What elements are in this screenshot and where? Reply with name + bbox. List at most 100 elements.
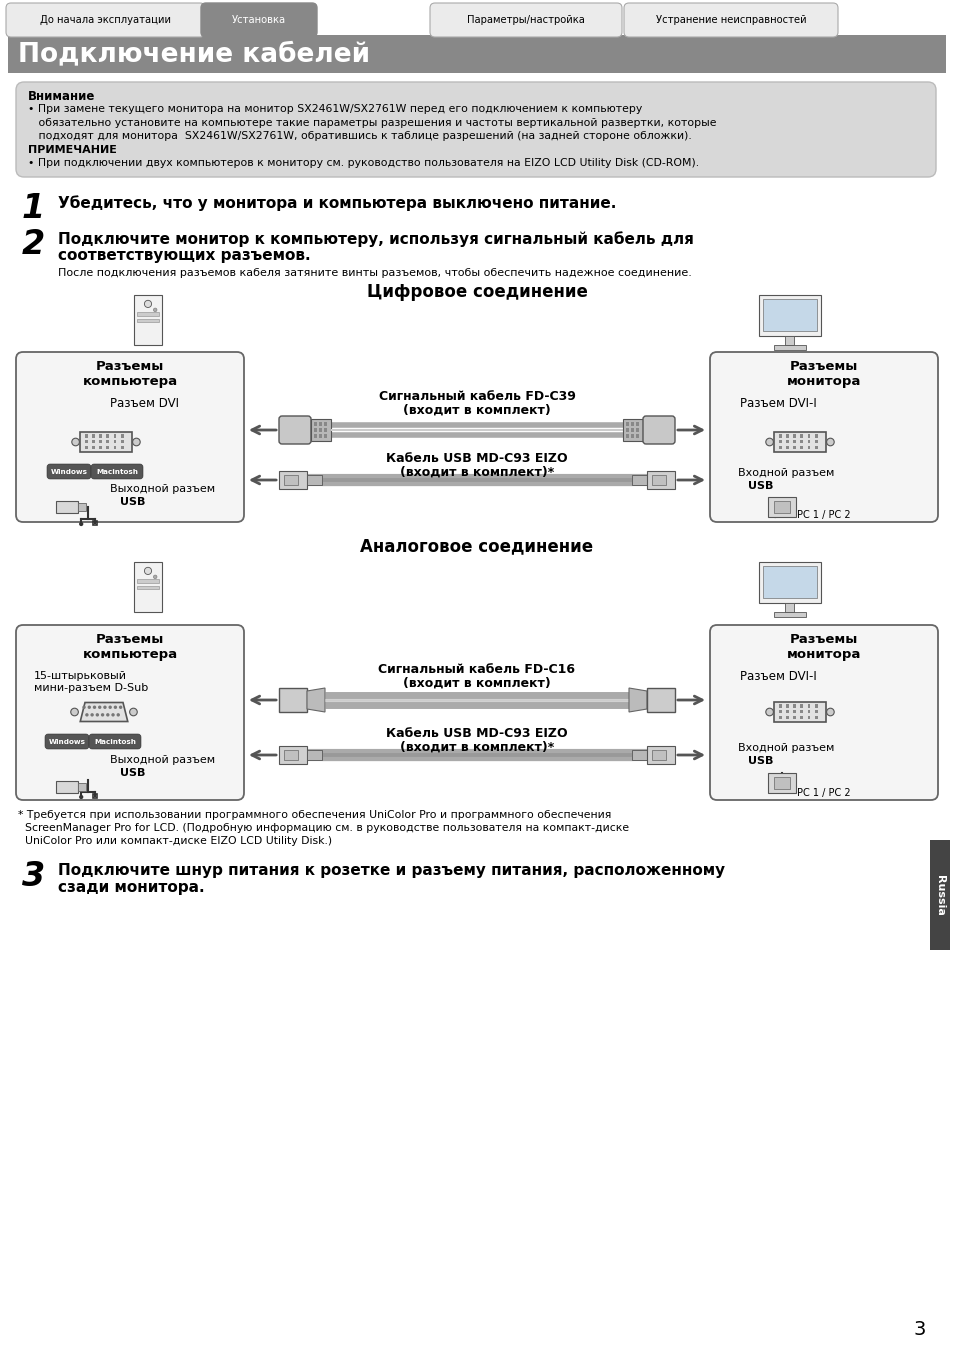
Bar <box>318 433 322 437</box>
Bar <box>646 747 675 764</box>
Bar <box>113 446 116 450</box>
FancyBboxPatch shape <box>16 625 244 801</box>
FancyBboxPatch shape <box>709 625 937 801</box>
Text: • При замене текущего монитора на монитор SX2461W/SX2761W перед его подключением: • При замене текущего монитора на монито… <box>28 104 641 113</box>
Text: PC 1 / PC 2: PC 1 / PC 2 <box>797 510 850 520</box>
Circle shape <box>153 575 157 579</box>
Bar <box>99 446 102 450</box>
Bar <box>136 579 159 583</box>
Text: • При подключении двух компьютеров к монитору см. руководство пользователя на EI: • При подключении двух компьютеров к мон… <box>28 158 699 167</box>
FancyBboxPatch shape <box>16 82 935 177</box>
Bar <box>80 432 132 452</box>
Bar <box>929 840 949 950</box>
FancyBboxPatch shape <box>623 3 837 36</box>
Bar <box>793 435 796 437</box>
Bar <box>767 497 795 517</box>
Text: (входит в комплект)*: (входит в комплект)* <box>399 741 554 755</box>
Circle shape <box>109 706 112 709</box>
Circle shape <box>825 709 833 716</box>
Text: Сигнальный кабель FD-C39: Сигнальный кабель FD-C39 <box>378 390 575 404</box>
Bar <box>625 428 628 432</box>
Bar <box>631 751 646 760</box>
Text: USB: USB <box>120 768 145 778</box>
FancyBboxPatch shape <box>278 416 311 444</box>
Circle shape <box>772 788 777 792</box>
Bar <box>324 428 327 432</box>
Bar <box>314 433 316 437</box>
Text: Сигнальный кабель FD-C16: Сигнальный кабель FD-C16 <box>378 663 575 676</box>
Text: Macintosh: Macintosh <box>96 468 138 474</box>
Text: 1: 1 <box>22 192 45 225</box>
Text: USB: USB <box>747 481 773 491</box>
Text: обязательно установите на компьютере такие параметры разрешения и частоты вертик: обязательно установите на компьютере так… <box>28 117 716 128</box>
Text: Выходной разъем: Выходной разъем <box>110 755 214 765</box>
Text: Параметры/настройка: Параметры/настройка <box>467 15 584 26</box>
Bar <box>793 716 796 720</box>
Circle shape <box>95 713 99 717</box>
Bar <box>133 296 162 344</box>
Circle shape <box>82 706 86 709</box>
Text: До начала эксплуатации: До начала эксплуатации <box>40 15 171 26</box>
Text: Russia: Russia <box>934 875 944 915</box>
Text: Цифровое соединение: Цифровое соединение <box>366 284 587 301</box>
Bar <box>814 435 817 437</box>
Circle shape <box>92 706 96 709</box>
Circle shape <box>79 795 83 799</box>
Bar <box>636 423 639 427</box>
Text: Установка: Установка <box>232 15 286 26</box>
Bar <box>278 747 307 764</box>
Bar <box>651 475 665 485</box>
Text: Разъемы
компьютера: Разъемы компьютера <box>82 360 177 387</box>
Bar <box>793 710 796 713</box>
Text: соответствующих разъемов.: соответствующих разъемов. <box>58 248 311 263</box>
Circle shape <box>112 713 114 717</box>
Circle shape <box>101 713 104 717</box>
Bar <box>625 433 628 437</box>
Bar <box>121 435 124 437</box>
Bar <box>784 603 794 613</box>
Bar <box>785 446 788 450</box>
Circle shape <box>103 706 107 709</box>
Bar <box>107 440 110 443</box>
Bar <box>121 446 124 450</box>
Polygon shape <box>628 688 646 711</box>
Circle shape <box>765 709 773 716</box>
Polygon shape <box>80 702 128 721</box>
Bar <box>773 778 789 788</box>
Text: Входной разъем: Входной разъем <box>738 743 834 753</box>
Text: Разъемы
компьютера: Разъемы компьютера <box>82 633 177 662</box>
Bar <box>793 705 796 707</box>
Bar <box>646 688 675 711</box>
Bar <box>307 751 322 760</box>
Bar <box>800 705 802 707</box>
Circle shape <box>153 308 157 312</box>
Bar <box>785 710 788 713</box>
Bar <box>793 440 796 443</box>
Circle shape <box>825 439 833 446</box>
Bar <box>107 446 110 450</box>
Bar <box>78 504 86 512</box>
Text: Разъемы
монитора: Разъемы монитора <box>786 360 861 387</box>
Bar <box>774 432 824 452</box>
FancyBboxPatch shape <box>642 416 675 444</box>
Bar <box>793 446 796 450</box>
Bar <box>785 435 788 437</box>
Bar <box>785 705 788 707</box>
Text: Разъемы
монитора: Разъемы монитора <box>786 633 861 662</box>
Bar <box>284 751 297 760</box>
Text: Windows: Windows <box>51 468 88 474</box>
Circle shape <box>144 300 152 308</box>
Circle shape <box>91 713 93 717</box>
Bar <box>759 562 820 603</box>
Bar <box>779 710 781 713</box>
FancyBboxPatch shape <box>6 3 205 36</box>
Text: Устранение неисправностей: Устранение неисправностей <box>655 15 805 26</box>
Text: 15-штырьковый: 15-штырьковый <box>34 671 127 680</box>
Bar <box>136 586 159 590</box>
Bar <box>800 435 802 437</box>
FancyBboxPatch shape <box>430 3 621 36</box>
Bar <box>8 35 945 73</box>
Circle shape <box>132 439 140 446</box>
Bar <box>814 440 817 443</box>
Bar <box>779 440 781 443</box>
